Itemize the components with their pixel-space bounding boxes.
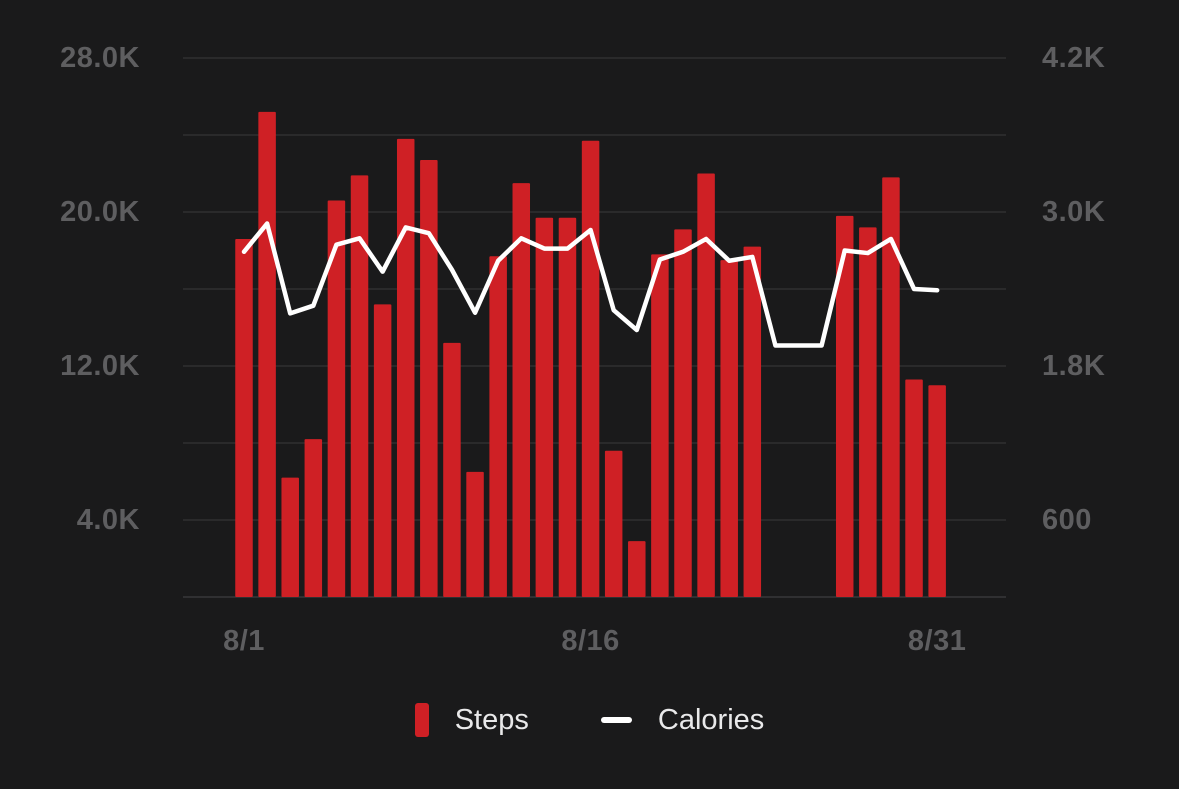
steps-bar-swatch-icon	[414, 703, 429, 737]
steps-bar[interactable]	[674, 229, 692, 597]
steps-bar[interactable]	[489, 256, 507, 597]
y-axis-right-tick: 3.0K	[1042, 196, 1106, 228]
x-axis-tick: 8/16	[561, 625, 620, 657]
steps-bar[interactable]	[928, 385, 946, 597]
steps-bar[interactable]	[327, 200, 346, 597]
steps-bar[interactable]	[835, 215, 854, 597]
steps-bar[interactable]	[604, 450, 623, 597]
steps-bar[interactable]	[558, 217, 577, 597]
steps-bar[interactable]	[651, 254, 669, 597]
steps-bar[interactable]	[628, 541, 646, 597]
steps-bar[interactable]	[258, 111, 276, 598]
legend-label-steps: Steps	[454, 703, 529, 736]
steps-bar[interactable]	[281, 477, 299, 597]
steps-bar[interactable]	[512, 183, 531, 597]
steps-bar[interactable]	[697, 173, 715, 598]
steps-bar[interactable]	[420, 160, 438, 597]
steps-bar[interactable]	[581, 140, 600, 597]
steps-bar[interactable]	[859, 227, 877, 597]
steps-bar[interactable]	[905, 379, 923, 597]
y-axis-right-tick: 600	[1042, 504, 1092, 536]
y-axis-left-tick: 4.0K	[76, 504, 140, 536]
steps-bar[interactable]	[720, 260, 738, 597]
legend-item-calories[interactable]: Calories	[600, 703, 765, 737]
legend: Steps Calories	[0, 703, 1179, 737]
steps-bar[interactable]	[535, 217, 554, 597]
y-axis-left-tick: 12.0K	[60, 350, 140, 382]
y-axis-left-tick: 28.0K	[60, 42, 140, 74]
steps-bar[interactable]	[350, 175, 369, 598]
x-axis-tick: 8/31	[907, 625, 967, 657]
steps-bar[interactable]	[882, 177, 900, 597]
legend-item-steps[interactable]: Steps	[414, 703, 529, 737]
y-axis-right-tick: 4.2K	[1042, 42, 1106, 74]
y-axis-right-tick: 1.8K	[1042, 350, 1106, 382]
steps-bar[interactable]	[373, 304, 392, 597]
steps-bar[interactable]	[743, 246, 762, 597]
calories-line	[241, 221, 940, 348]
calories-line-swatch-icon	[600, 717, 632, 723]
steps-bar[interactable]	[235, 238, 253, 597]
steps-bar[interactable]	[396, 138, 415, 597]
legend-label-calories: Calories	[657, 703, 765, 736]
steps-bar[interactable]	[466, 471, 484, 597]
steps-bar[interactable]	[443, 342, 461, 597]
x-axis-tick: 8/1	[223, 625, 265, 657]
steps-bar[interactable]	[304, 439, 323, 597]
y-axis-left-tick: 20.0K	[60, 196, 140, 228]
